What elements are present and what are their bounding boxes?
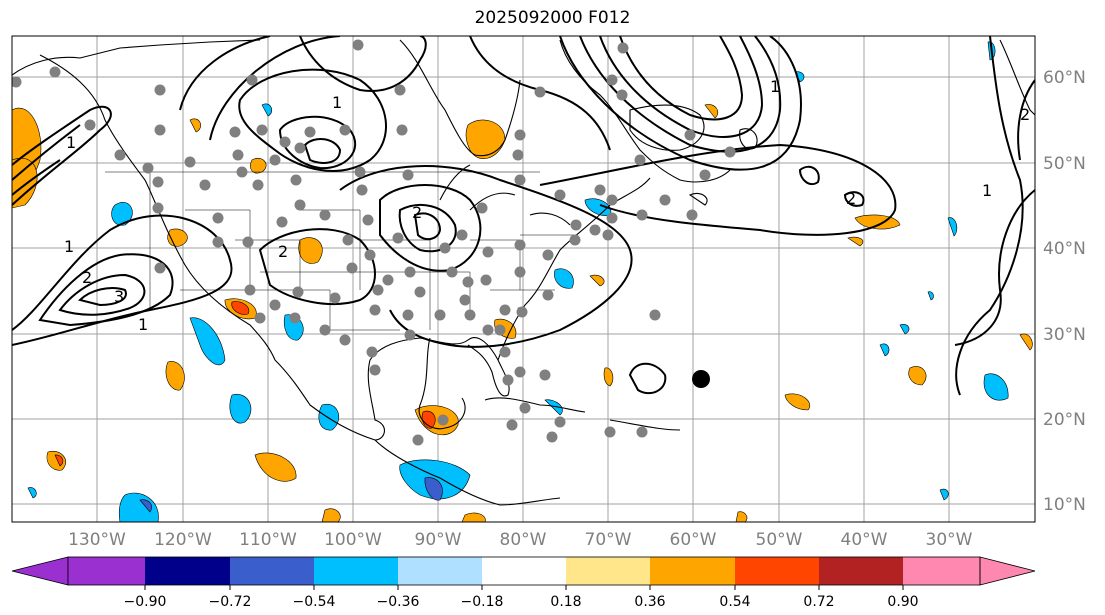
colorbar-frame xyxy=(67,556,981,586)
latitude-label: 50°N xyxy=(1043,154,1086,174)
colorbar: −0.90 −0.72 −0.54 −0.36 −0.18 0.18 0.36 … xyxy=(11,556,1036,610)
colorbar-bin xyxy=(735,557,819,585)
contour-label-group: 1 1 2 3 1 2 1 1 2 2 1 2 xyxy=(64,77,1030,334)
colorbar-tick-label: 0.90 xyxy=(887,594,918,610)
longitude-label: 100°W xyxy=(324,530,382,550)
colorbar-bin xyxy=(230,557,314,585)
colorbar-bin xyxy=(819,557,903,585)
colorbar-max-arrow xyxy=(979,556,1036,586)
contour-label: 2 xyxy=(846,189,856,208)
latitude-axis: 60°N 50°N 40°N 30°N 20°N 10°N xyxy=(1043,68,1086,515)
contour-label: 3 xyxy=(114,287,124,306)
colorbar-tick-label: −0.54 xyxy=(293,594,336,610)
contour-label: 1 xyxy=(332,93,342,112)
longitude-label: 60°W xyxy=(670,530,717,550)
longitude-label: 50°W xyxy=(756,530,803,550)
colorbar-tick-label: −0.36 xyxy=(377,594,420,610)
latitude-label: 60°N xyxy=(1043,68,1086,88)
storm-center-marker xyxy=(692,370,710,388)
latitude-label: 40°N xyxy=(1043,239,1086,259)
contour-label: 1 xyxy=(64,237,74,256)
colorbar-bin xyxy=(68,557,145,585)
colorbar-bin xyxy=(314,557,398,585)
longitude-label: 130°W xyxy=(68,530,126,550)
latitude-label: 20°N xyxy=(1043,410,1086,430)
longitude-label: 70°W xyxy=(585,530,632,550)
colorbar-tick-label: 0.18 xyxy=(550,594,581,610)
colorbar-bin xyxy=(566,557,650,585)
colorbar-ticks xyxy=(144,585,904,590)
colorbar-tick-label: 0.54 xyxy=(719,594,750,610)
plot-title: 2025092000 F012 xyxy=(474,8,631,28)
coastlines xyxy=(12,39,1035,506)
colorbar-tick-label: −0.72 xyxy=(209,594,252,610)
contour-label: 2 xyxy=(278,242,288,261)
shaded-field xyxy=(12,41,1033,522)
colorbar-tick-label: 0.72 xyxy=(803,594,834,610)
latitude-label: 10°N xyxy=(1043,495,1086,515)
colorbar-bin xyxy=(482,557,566,585)
contour-label: 1 xyxy=(982,181,992,200)
longitude-label: 110°W xyxy=(239,530,297,550)
longitude-label: 90°W xyxy=(415,530,462,550)
observation-markers xyxy=(12,39,736,446)
colorbar-bin xyxy=(650,557,735,585)
longitude-label: 80°W xyxy=(500,530,547,550)
contour-label: 2 xyxy=(412,203,422,222)
longitude-label: 120°W xyxy=(154,530,212,550)
colorbar-bin xyxy=(903,557,980,585)
map-frame xyxy=(11,35,1036,523)
contour-label: 1 xyxy=(66,133,76,152)
colorbar-tick-label: −0.18 xyxy=(461,594,504,610)
colorbar-tick-label: −0.90 xyxy=(124,594,167,610)
colorbar-bin xyxy=(145,557,230,585)
colorbar-min-arrow xyxy=(11,556,69,586)
colorbar-tick-label: 0.36 xyxy=(634,594,665,610)
colorbar-bin xyxy=(398,557,482,585)
longitude-label: 40°W xyxy=(841,530,888,550)
contour-label: 2 xyxy=(1020,105,1030,124)
contour-label: 2 xyxy=(82,268,92,287)
longitude-axis: 130°W 120°W 110°W 100°W 90°W 80°W 70°W 6… xyxy=(68,530,973,550)
longitude-label: 30°W xyxy=(926,530,973,550)
latitude-label: 30°N xyxy=(1043,325,1086,345)
contour-label: 1 xyxy=(138,315,148,334)
map-panel: 1 1 2 3 1 2 1 1 2 2 1 2 xyxy=(11,35,1036,523)
contour-label: 1 xyxy=(770,77,780,96)
